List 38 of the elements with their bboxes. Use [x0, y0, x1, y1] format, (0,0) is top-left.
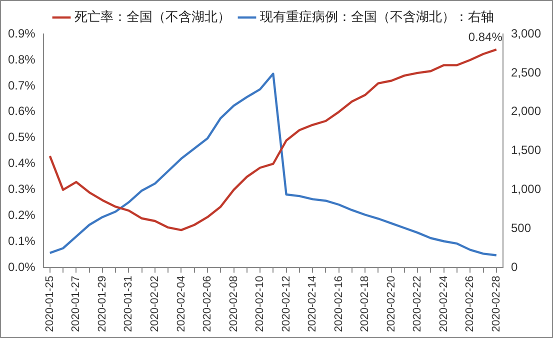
- x-tick-label: 2020-02-16: [332, 276, 345, 332]
- y2-tick-label: 500: [510, 221, 532, 236]
- x-tick-label: 2020-01-27: [70, 276, 82, 332]
- x-tick-label: 2020-02-18: [359, 276, 372, 332]
- y-tick-label: 0.7%: [8, 78, 36, 92]
- x-tick-label: 2020-02-14: [306, 276, 319, 332]
- x-tick-label: 2020-02-24: [438, 276, 450, 332]
- y2-tick-label: 1,500: [510, 143, 542, 158]
- x-tick-label: 2020-02-22: [412, 276, 424, 332]
- x-tick-label: 2020-02-06: [202, 276, 214, 332]
- y-tick-label: 0.0%: [8, 260, 36, 274]
- y-tick-label: 0.4%: [8, 156, 36, 170]
- x-tick-label: 2020-02-04: [175, 276, 188, 332]
- y-tick-label: 0.2%: [8, 208, 36, 222]
- y-tick-label: 0.6%: [8, 104, 36, 118]
- y2-tick-label: 1,000: [510, 182, 542, 196]
- y-tick-label: 0.8%: [8, 52, 36, 66]
- y2-tick-label: 3,000: [510, 26, 542, 40]
- y2-tick-label: 2,500: [510, 65, 542, 80]
- y2-tick-label: 0: [510, 260, 518, 274]
- annotation: 0.84%: [468, 30, 503, 44]
- legend-label: 现有重症病例：全国（不含湖北）：右轴: [260, 9, 494, 24]
- x-tick-label: 2020-01-31: [122, 276, 135, 332]
- legend-label: 死亡率：全国（不含湖北）: [74, 9, 230, 24]
- x-tick-label: 2020-02-26: [464, 276, 476, 332]
- y-tick-label: 0.9%: [8, 26, 36, 40]
- x-tick-label: 2020-02-28: [490, 276, 502, 332]
- x-tick-label: 2020-01-29: [96, 276, 108, 332]
- x-tick-label: 2020-02-08: [228, 276, 240, 332]
- x-tick-label: 2020-02-10: [254, 276, 266, 332]
- y-tick-label: 0.3%: [8, 182, 36, 196]
- x-tick-label: 2020-01-25: [44, 276, 56, 332]
- x-tick-label: 2020-02-20: [385, 276, 398, 332]
- y-tick-label: 0.5%: [8, 130, 36, 144]
- y-tick-label: 0.1%: [8, 234, 36, 248]
- x-tick-label: 2020-02-02: [149, 276, 162, 332]
- y2-tick-label: 2,000: [510, 104, 542, 118]
- x-tick-label: 2020-02-12: [280, 276, 292, 332]
